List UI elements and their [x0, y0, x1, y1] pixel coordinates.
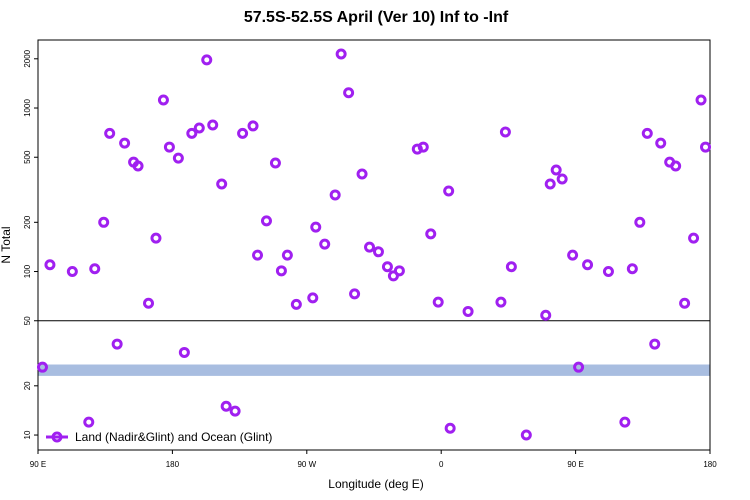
- x-tick-label: 90 W: [297, 460, 316, 469]
- point: [220, 400, 232, 412]
- point: [247, 120, 259, 132]
- point: [372, 246, 384, 258]
- point: [260, 215, 272, 227]
- y-tick-label: 100: [23, 264, 32, 278]
- point: [104, 127, 116, 139]
- point: [349, 288, 361, 300]
- point: [319, 238, 331, 250]
- point: [119, 137, 131, 149]
- point: [626, 263, 638, 275]
- point: [290, 298, 302, 310]
- point: [89, 263, 101, 275]
- point: [688, 232, 700, 244]
- y-tick-label: 50: [23, 316, 32, 325]
- point: [520, 429, 532, 441]
- point: [364, 241, 376, 253]
- legend-label: Land (Nadir&Glint) and Ocean (Glint): [75, 430, 272, 444]
- point: [329, 189, 341, 201]
- point: [670, 160, 682, 172]
- point: [540, 309, 552, 321]
- point: [700, 141, 712, 153]
- x-axis-title: Longitude (deg E): [328, 477, 423, 491]
- point: [157, 94, 169, 106]
- point: [556, 173, 568, 185]
- y-tick-label: 500: [23, 150, 32, 164]
- chart-title: 57.5S-52.5S April (Ver 10) Inf to -Inf: [244, 9, 509, 26]
- point: [193, 122, 205, 134]
- x-tick-label: 0: [439, 460, 444, 469]
- point: [98, 216, 110, 228]
- point: [201, 54, 213, 66]
- point: [495, 296, 507, 308]
- point: [499, 126, 511, 138]
- point: [634, 216, 646, 228]
- x-tick-label: 180: [703, 460, 717, 469]
- point: [229, 405, 241, 417]
- point: [544, 178, 556, 190]
- point: [602, 266, 614, 278]
- point: [425, 228, 437, 240]
- point: [307, 292, 319, 304]
- point: [252, 249, 264, 261]
- point: [335, 48, 347, 60]
- point: [216, 178, 228, 190]
- point: [393, 265, 405, 277]
- point: [275, 265, 287, 277]
- point: [356, 168, 368, 180]
- point: [111, 338, 123, 350]
- point: [641, 127, 653, 139]
- point: [649, 338, 661, 350]
- point: [207, 119, 219, 131]
- point: [163, 141, 175, 153]
- point: [462, 305, 474, 317]
- y-axis-title: N Total: [0, 226, 13, 263]
- point: [132, 160, 144, 172]
- plot-frame: [37, 39, 711, 451]
- point: [619, 416, 631, 428]
- point: [281, 249, 293, 261]
- point: [143, 297, 155, 309]
- point: [178, 346, 190, 358]
- point: [505, 261, 517, 273]
- point: [417, 141, 429, 153]
- point: [44, 259, 56, 271]
- point: [443, 185, 455, 197]
- y-tick-label: 1000: [23, 99, 32, 117]
- point: [310, 221, 322, 233]
- y-tick-label: 200: [23, 215, 32, 229]
- point: [381, 261, 393, 273]
- y-tick-label: 20: [23, 381, 32, 390]
- point: [567, 249, 579, 261]
- point: [237, 127, 249, 139]
- point: [172, 152, 184, 164]
- band: [38, 364, 710, 376]
- point: [36, 361, 48, 373]
- point: [582, 259, 594, 271]
- point: [550, 164, 562, 176]
- legend-marker: [51, 431, 63, 443]
- point: [655, 137, 667, 149]
- x-tick-label: 90 E: [30, 460, 46, 469]
- point: [432, 296, 444, 308]
- x-tick-label: 180: [166, 460, 180, 469]
- point: [150, 232, 162, 244]
- point: [186, 127, 198, 139]
- y-tick-label: 2000: [23, 49, 32, 67]
- point: [66, 266, 78, 278]
- y-tick-label: 10: [23, 430, 32, 439]
- point: [444, 422, 456, 434]
- point: [83, 416, 95, 428]
- point: [343, 87, 355, 99]
- point: [573, 361, 585, 373]
- point: [269, 157, 281, 169]
- point: [695, 94, 707, 106]
- point: [679, 297, 691, 309]
- x-tick-label: 90 E: [567, 460, 583, 469]
